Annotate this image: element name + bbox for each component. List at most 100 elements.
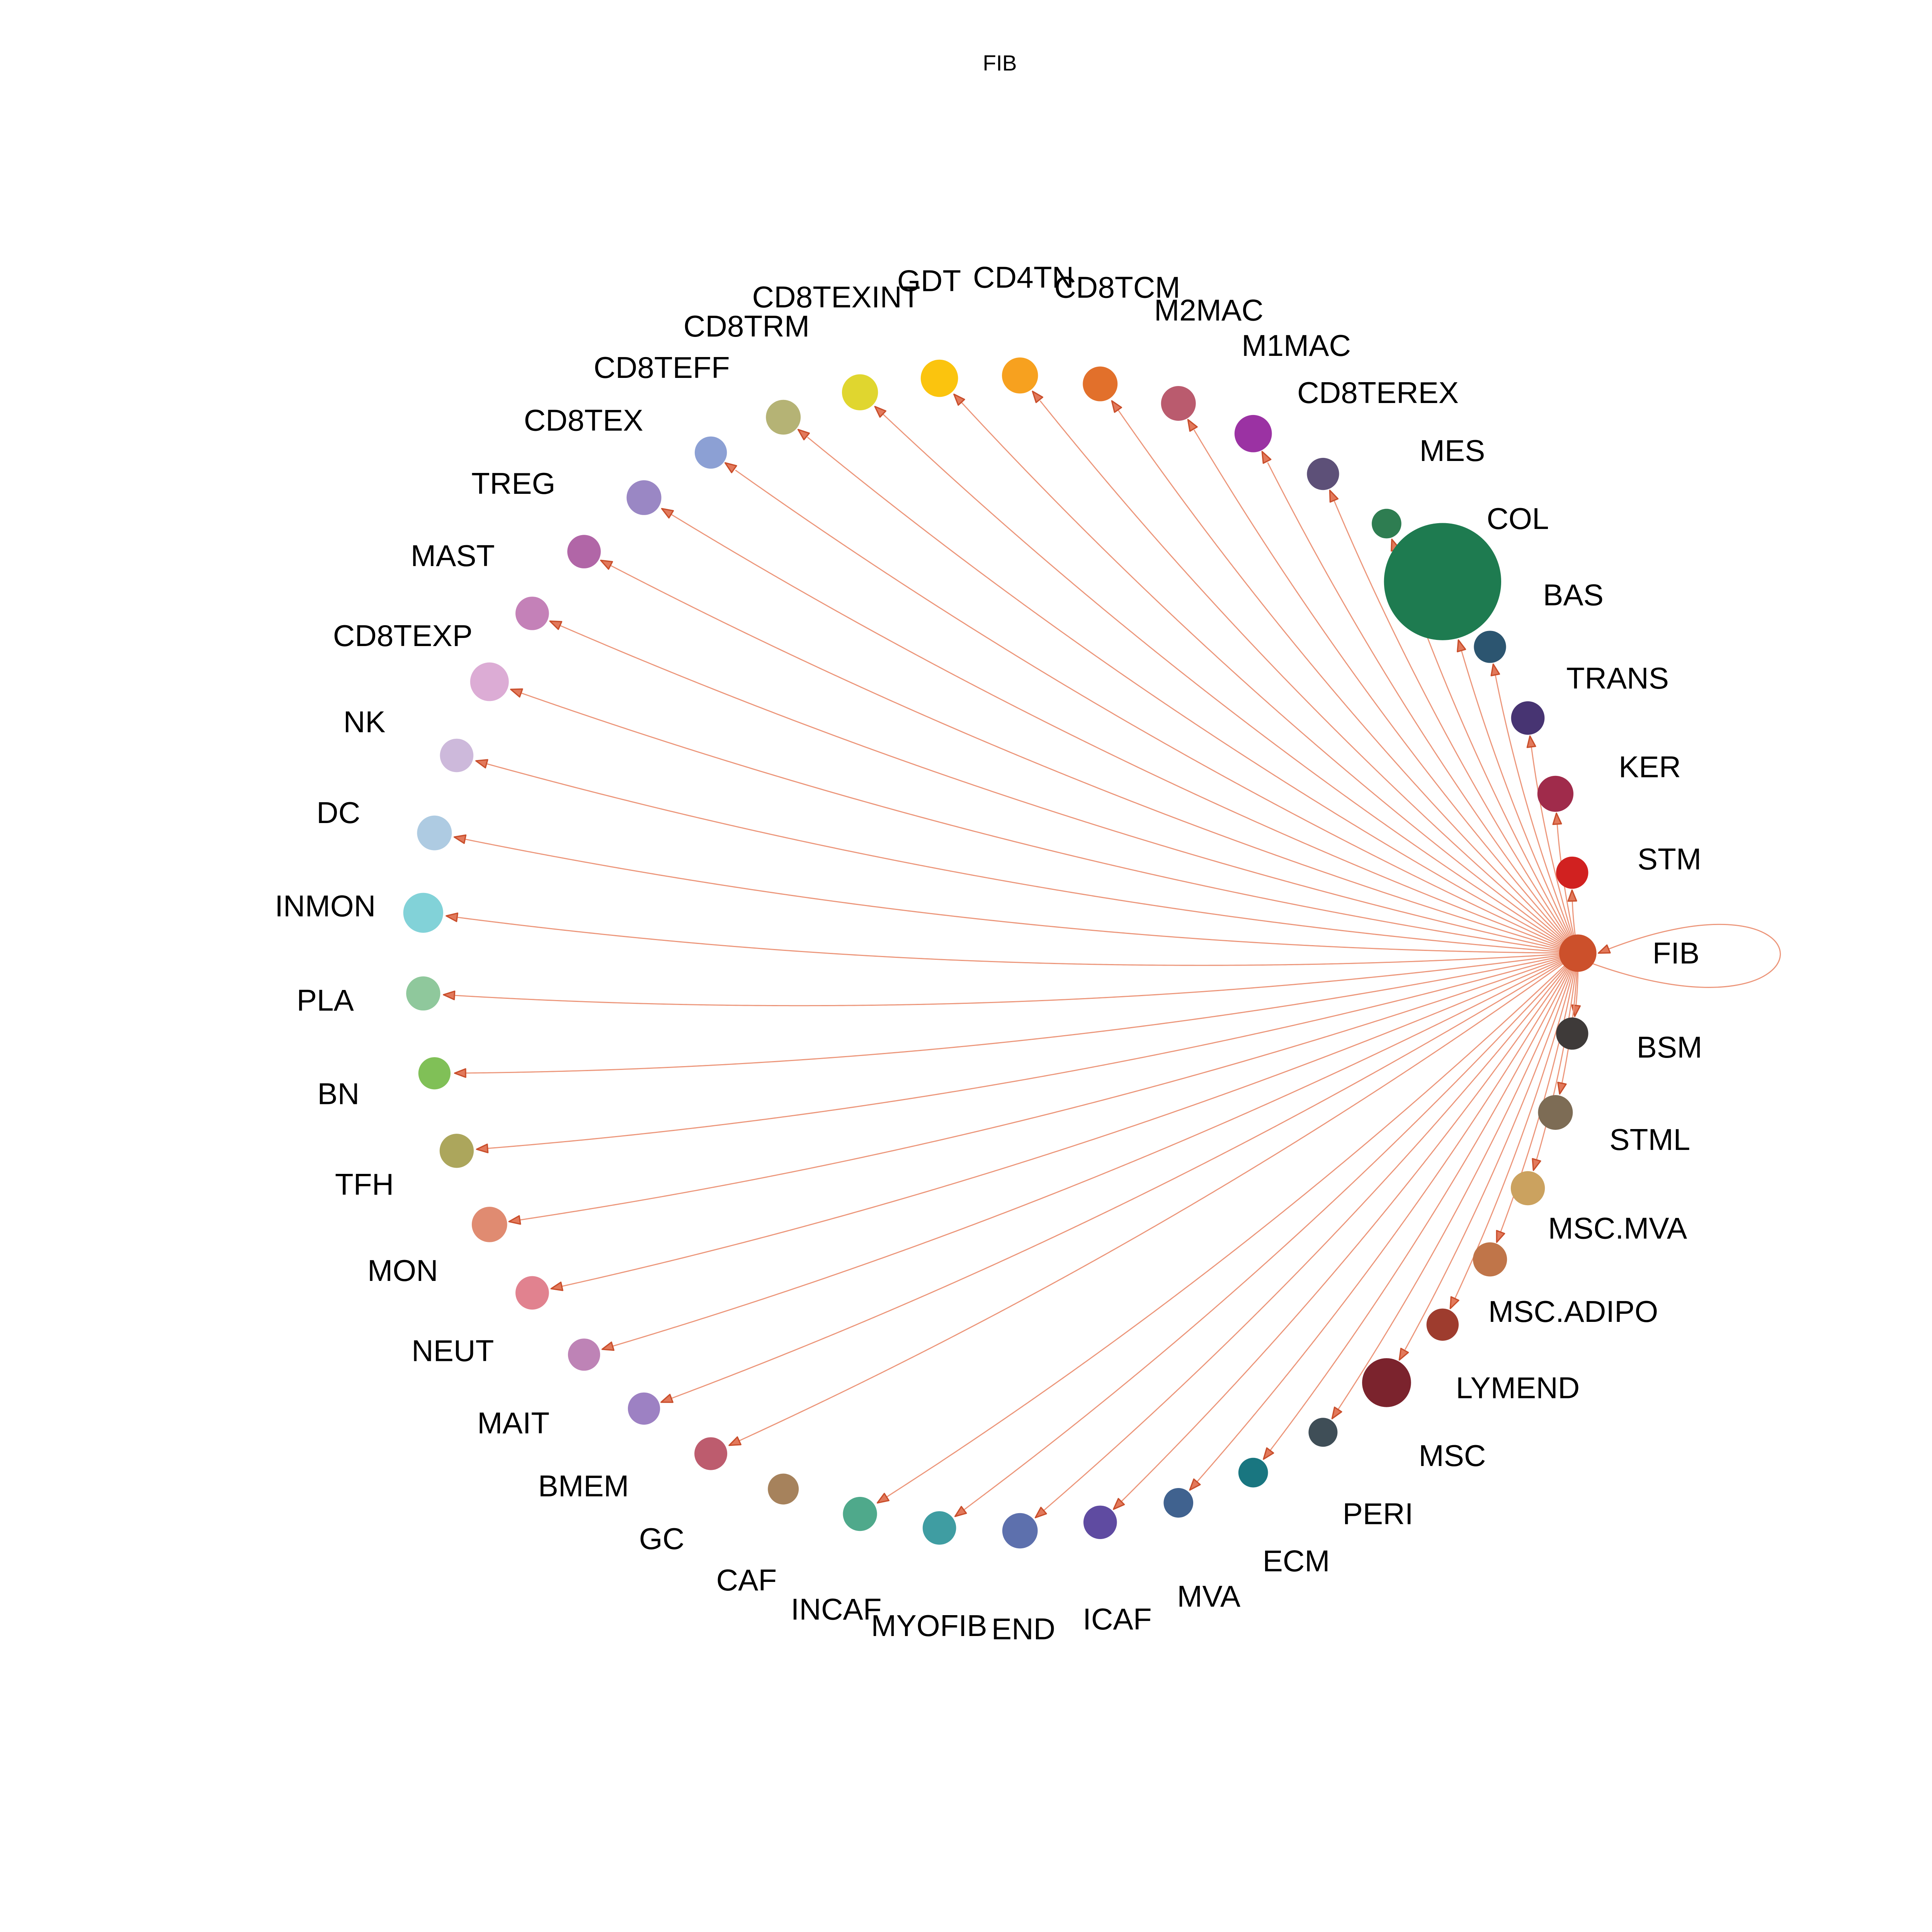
node-CD8TEREX [1307,457,1339,490]
node-label-MSC: MSC [1418,1439,1486,1473]
edge-FIB-DC [465,838,1578,954]
edge-arrow-MSC.ADIPO [1496,1230,1505,1243]
node-M2MAC [1161,386,1196,421]
edge-FIB-ICAF [1121,952,1578,1502]
node-label-STML: STML [1609,1122,1690,1156]
node-DC [417,815,452,850]
node-label-NEUT: NEUT [412,1333,494,1367]
node-KER [1537,776,1574,812]
node-label-BN: BN [317,1077,359,1111]
node-label-MSC.ADIPO: MSC.ADIPO [1488,1294,1658,1328]
node-INMON [403,893,443,933]
edge-FIB-BAS [1495,675,1578,954]
node-label-CD8TEXINT: CD8TEXINT [752,280,920,314]
node-label-FIB: FIB [1653,936,1700,970]
edge-FIB-BN [463,952,1578,1074]
node-label-CD4TN: CD4TN [973,260,1074,294]
self-loop-FIB [1593,923,1781,988]
edge-arrow-BAS [1490,663,1500,677]
edge-arrow-COL [1457,639,1466,653]
node-label-NK: NK [344,705,386,739]
node-CD8TEXINT [842,374,878,410]
node-label-INCAF: INCAF [791,1592,882,1626]
edge-FIB-CD8TEXP [521,692,1578,954]
node-NEUT [515,1276,549,1310]
node-label-BMEM: BMEM [538,1469,629,1503]
node-label-KER: KER [1619,750,1681,784]
node-GDT [920,359,958,397]
edge-FIB-NK [486,763,1578,954]
node-label-LYMEND: LYMEND [1456,1371,1580,1405]
edge-arrow-CD8TCM [1111,400,1122,413]
node-label-ICAF: ICAF [1083,1602,1151,1636]
node-BAS [1474,631,1506,663]
edge-arrow-KER [1552,812,1562,825]
edge-FIB-TRANS [1531,747,1578,954]
edge-arrow-MAST [549,620,563,630]
edge-arrow-ICAF [1113,1498,1125,1510]
node-PERI [1308,1418,1338,1447]
node-STM [1556,856,1588,889]
edge-FIB-MAST [560,625,1578,954]
edge-arrow-M2MAC [1187,419,1198,432]
edge-arrow-LYMEND [1449,1296,1459,1310]
edge-arrow-STML [1557,1082,1567,1095]
node-BSM [1556,1017,1588,1050]
node-COL [1384,523,1502,640]
edge-FIB-CD8TEXINT [883,414,1578,954]
node-NK [440,738,474,772]
edge-FIB-GC [738,952,1578,1442]
node-label-ECM: ECM [1263,1544,1330,1578]
edge-FIB-CD8TEX [670,514,1578,954]
edge-arrow-CD8TRM [797,429,810,440]
edge-arrow-M1MAC [1261,451,1272,464]
node-label-CD8TEX: CD8TEX [524,403,643,437]
edge-FIB-CD8TRM [807,437,1578,954]
edge-arrow-CD8TEXINT [874,406,886,418]
edge-FIB-MON [520,952,1578,1221]
edge-arrow-CD4TN [1032,390,1043,403]
node-label-CD8TEREX: CD8TEREX [1297,376,1459,410]
edge-FIB-LYMEND [1454,953,1578,1299]
node-FIB [1559,934,1597,972]
node-M1MAC [1234,415,1272,452]
node-MES [1372,509,1401,539]
node-CAF [768,1473,799,1505]
edge-FIB-M1MAC [1267,462,1578,954]
edge-arrow-TFH [476,1143,489,1153]
node-MVA [1163,1488,1194,1518]
node-label-CD8TRM: CD8TRM [684,309,810,343]
node-MON [471,1207,507,1242]
edge-arrow-GC [728,1436,742,1446]
node-MAIT [568,1338,600,1371]
edge-arrow-PLA [443,990,456,1000]
node-label-MES: MES [1420,434,1485,468]
node-label-CAF: CAF [716,1563,777,1597]
node-MSC.ADIPO [1473,1242,1507,1277]
node-label-PERI: PERI [1343,1497,1413,1531]
node-label-TRANS: TRANS [1566,661,1668,695]
edge-arrow-CD8TEFF [724,462,737,473]
edge-arrow-BMEM [660,1394,673,1403]
node-label-BAS: BAS [1543,578,1604,612]
node-CD8TEXP [470,662,509,701]
edge-arrow-MAIT [601,1341,615,1351]
node-MAST [515,597,549,630]
edge-arrow-TREG [600,560,613,570]
node-ECM [1238,1458,1268,1488]
edge-FIB-CD8TEREX [1333,500,1578,954]
edge-arrow-PERI [1331,1406,1342,1420]
edge-arrow-STM [1567,889,1577,902]
chart-title: FIB [983,51,1017,75]
node-PLA [406,976,440,1011]
edge-arrow-BN [454,1068,466,1078]
node-label-GC: GC [639,1522,684,1556]
node-TRANS [1511,701,1545,735]
edge-arrow-DC [453,834,467,844]
edge-FIB-INCAF [884,952,1578,1498]
edge-arrow-MYOFIB [954,1506,967,1517]
node-CD8TEFF [694,436,727,469]
edge-arrow-NK [475,759,488,769]
